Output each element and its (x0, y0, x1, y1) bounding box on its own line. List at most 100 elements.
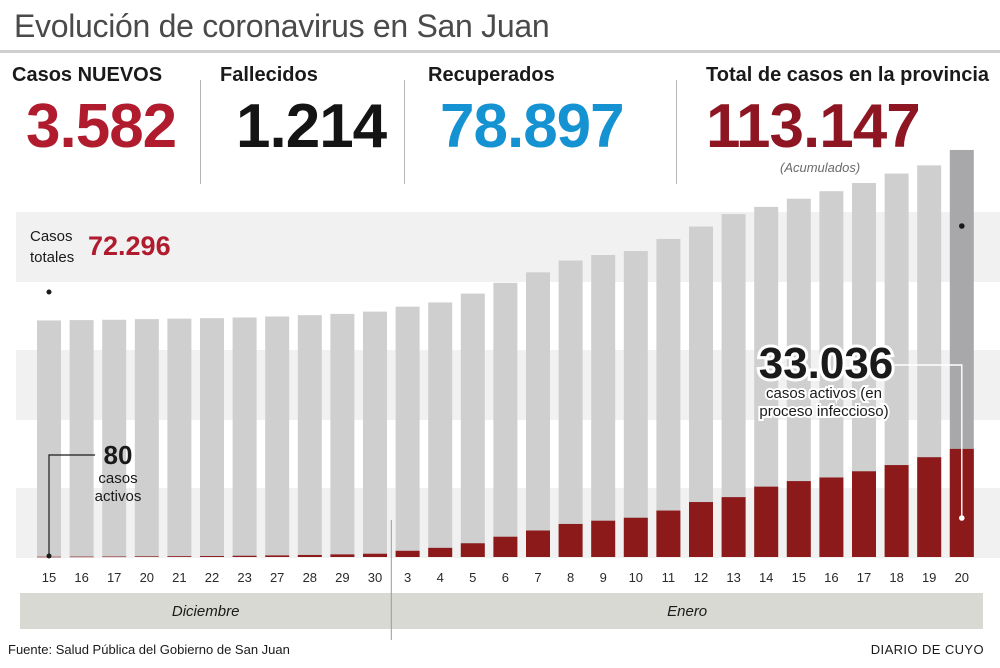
x-tick-label: 16 (74, 570, 88, 585)
bar-casos-totales (591, 254, 616, 558)
bar-casos-totales (232, 317, 257, 557)
bar-casos-totales (363, 311, 387, 557)
bar-casos-activos (265, 555, 290, 557)
x-tick-label: 15 (792, 570, 806, 585)
x-tick-label: 17 (857, 570, 871, 585)
x-tick-label: 5 (469, 570, 476, 585)
bar-casos-totales (526, 272, 550, 557)
x-tick-label: 30 (368, 570, 382, 585)
stat-label-total: Total de casos en la provincia (706, 64, 990, 86)
annotation-dot (959, 515, 965, 521)
x-tick-label: 9 (600, 570, 607, 585)
bar-casos-activos (917, 457, 942, 557)
stat-divider (200, 80, 201, 184)
x-tick-label: 23 (237, 570, 251, 585)
x-tick-label: 8 (567, 570, 574, 585)
annotation-label: casos activos (en (766, 385, 882, 402)
stat-divider (676, 80, 677, 184)
x-tick-label: 18 (889, 570, 903, 585)
bar-casos-activos (656, 510, 681, 557)
bar-casos-totales (558, 260, 583, 557)
x-tick-label: 20 (140, 570, 154, 585)
bar-casos-activos (167, 556, 192, 557)
title-divider (0, 50, 1000, 53)
stat-label-recuperados: Recuperados (428, 64, 555, 86)
annotation-label: Casos (30, 228, 73, 245)
annotation-dot (46, 553, 52, 559)
x-tick-label: 4 (437, 570, 444, 585)
bar-casos-activos (493, 536, 518, 557)
bar-casos-totales (623, 251, 648, 557)
bar-casos-activos (623, 517, 648, 557)
x-tick-label: 16 (824, 570, 838, 585)
bar-casos-activos (330, 554, 355, 557)
bar-casos-activos (721, 497, 746, 557)
x-tick-label: 12 (694, 570, 708, 585)
x-tick-label: 15 (42, 570, 56, 585)
stat-value-recuperados: 78.897 (440, 92, 625, 161)
annotation-value: 33.036 (759, 339, 894, 388)
annotation-label: proceso infeccioso) (759, 403, 888, 420)
stat-value-fallecidos: 1.214 (236, 92, 387, 161)
bar-casos-activos (232, 555, 257, 557)
bar-casos-totales (134, 319, 159, 557)
source-note: Fuente: Salud Pública del Gobierno de Sa… (8, 642, 290, 657)
annotation-label: casos (98, 470, 137, 487)
stat-value-total: 113.147 (706, 92, 921, 161)
bar-casos-totales (330, 313, 355, 557)
x-tick-label: 22 (205, 570, 219, 585)
x-tick-label: 20 (955, 570, 969, 585)
bar-casos-activos (558, 523, 583, 557)
bar-casos-totales (265, 316, 290, 557)
annotation-leader (885, 364, 963, 518)
bar-casos-totales (428, 302, 453, 557)
x-tick-label: 7 (534, 570, 541, 585)
bar-casos-activos (428, 547, 453, 557)
annotation-value: 72.296 (88, 231, 171, 261)
bar-casos-totales (200, 318, 224, 557)
stat-label-fallecidos: Fallecidos (220, 64, 318, 86)
annotation-label: activos (95, 488, 142, 505)
x-tick-label: 13 (726, 570, 740, 585)
stat-divider (404, 80, 405, 184)
bar-casos-activos (526, 530, 550, 557)
bar-casos-activos (134, 556, 159, 557)
bar-casos-activos (200, 556, 224, 557)
bar-casos-activos (363, 553, 387, 557)
bar-casos-activos (69, 556, 94, 558)
bar-casos-activos (754, 486, 779, 557)
x-tick-label: 29 (335, 570, 349, 585)
month-label: Diciembre (172, 603, 240, 620)
annotation-label: totales (30, 249, 74, 266)
total-note: (Acumulados) (780, 160, 861, 175)
x-tick-label: 21 (172, 570, 186, 585)
bar-casos-totales (167, 318, 192, 557)
month-label: Enero (667, 603, 707, 620)
stat-value-nuevos: 3.582 (26, 92, 177, 161)
bar-casos-totales (689, 226, 713, 557)
annotation-leader (48, 454, 95, 555)
bar-casos-activos (786, 481, 811, 557)
bar-casos-totales (493, 282, 518, 557)
x-tick-label: 14 (759, 570, 773, 585)
bar-casos-activos (689, 502, 713, 557)
bar-casos-totales (102, 319, 127, 557)
bar-casos-totales (460, 293, 485, 557)
bar-casos-activos (395, 550, 420, 557)
bar-casos-activos (819, 477, 844, 557)
bar-casos-totales (69, 320, 94, 557)
stat-label-nuevos: Casos NUEVOS (12, 64, 163, 86)
x-tick-label: 11 (662, 570, 676, 585)
bar-casos-activos (591, 520, 616, 557)
bar-casos-activos (102, 556, 127, 558)
bar-casos-totales (395, 306, 420, 557)
chart-title: Evolución de coronavirus en San Juan (14, 8, 550, 44)
x-tick-label: 6 (502, 570, 509, 585)
x-tick-label: 3 (404, 570, 411, 585)
annotation-value: 80 (104, 440, 133, 470)
brand-name: DIARIO DE CUYO (870, 642, 984, 657)
annotation-dot (959, 223, 965, 229)
x-tick-label: 10 (629, 570, 643, 585)
annotation-dot (46, 289, 52, 295)
